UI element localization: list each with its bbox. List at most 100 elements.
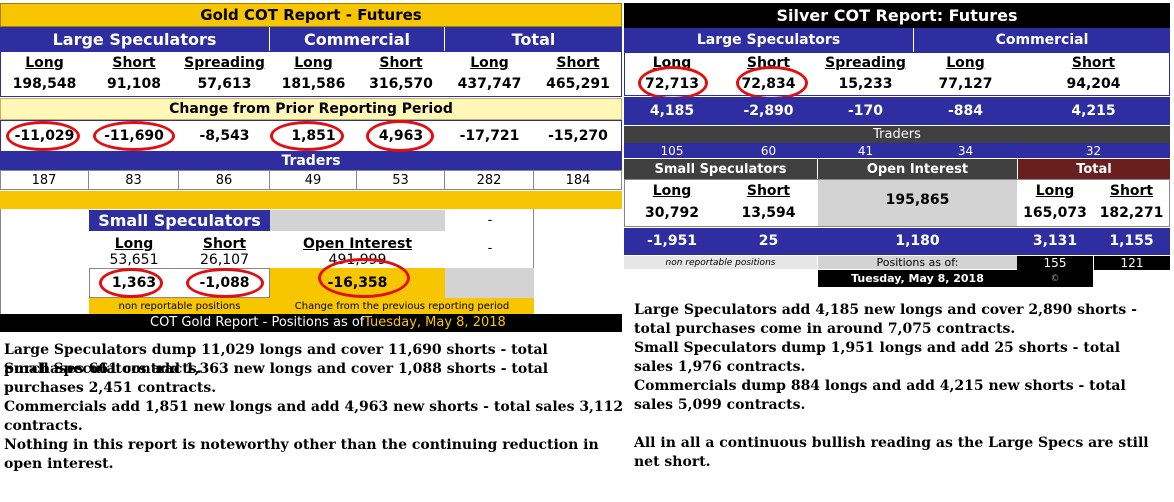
- gold-commentary-4: Nothing in this report is noteworthy oth…: [4, 437, 599, 472]
- silver-title: Silver COT Report: Futures: [624, 3, 1170, 28]
- gold-traders-value: 282: [445, 170, 534, 190]
- gold-group-commercial: Commercial: [270, 27, 444, 51]
- silver-lower-label: Short: [1109, 183, 1154, 199]
- silver-oi-title: Open Interest: [818, 159, 1017, 179]
- highlight-circle: [6, 121, 80, 151]
- silver-positions-block: [624, 52, 1170, 96]
- silver-commentary-2: Small Speculators dump 1,951 longs and a…: [634, 340, 1121, 375]
- gold-group-total: Total: [445, 27, 622, 51]
- silver-lower-change-value: -1,951: [646, 233, 698, 249]
- gold-small-long-value: 53,651: [109, 252, 159, 268]
- gold-gray-cell: [445, 268, 534, 298]
- silver-traders-value: 41: [857, 143, 874, 158]
- silver-copyright: ©: [1017, 270, 1093, 287]
- silver-col-label: Long: [946, 55, 985, 71]
- gold-traders-value: 49: [270, 170, 357, 190]
- silver-total-title: Total: [1018, 159, 1170, 179]
- silver-total-short-value: 182,271: [1099, 205, 1164, 221]
- silver-commentary-1: Large Speculators add 4,185 new longs an…: [634, 302, 1137, 337]
- silver-total-traders-value: 121: [1094, 256, 1170, 270]
- gold-commentary-3: Commercials add 1,851 new longs and add …: [4, 399, 624, 434]
- gold-col-label: Long: [25, 55, 64, 71]
- silver-group-commercial: Commercial: [914, 28, 1170, 52]
- gold-position-value: 316,570: [369, 76, 433, 92]
- gold-footer-label: COT Gold Report - Positions as of: [150, 315, 365, 330]
- gold-position-value: 198,548: [12, 76, 77, 92]
- gold-dash: -: [487, 212, 493, 228]
- silver-change-value: 4,215: [1071, 103, 1116, 119]
- gold-col-label: Short: [556, 55, 600, 71]
- gold-footer-date: Tuesday, May 8, 2018: [364, 315, 506, 330]
- silver-traders-row: [624, 143, 1170, 158]
- silver-change-value: -884: [947, 103, 984, 119]
- silver-total-traders-value: 155: [1017, 256, 1093, 270]
- gold-small-short-value: 26,107: [200, 252, 249, 268]
- silver-col-label: Short: [1071, 55, 1116, 71]
- silver-change-value: 4,185: [649, 103, 695, 119]
- silver-lower-label: Short: [746, 183, 791, 199]
- highlight-circle: [366, 120, 434, 152]
- highlight-circle: [270, 121, 344, 151]
- gold-footer: [0, 314, 622, 332]
- highlight-circle: [99, 268, 163, 298]
- gold-prevperiod-label: Change from the previous reporting perio…: [270, 298, 534, 314]
- silver-commentary-3: Commercials dump 884 longs and add 4,215…: [634, 378, 1126, 413]
- silver-oi-cell: [818, 180, 1017, 226]
- gold-positions-block: [0, 51, 622, 97]
- highlight-circle: [638, 66, 708, 100]
- gold-traders-title: Traders: [0, 152, 622, 170]
- silver-lower-label: Long: [652, 183, 692, 199]
- silver-lower-change-value: 1,155: [1109, 233, 1154, 249]
- gold-col-label: Short: [379, 55, 423, 71]
- silver-traders-value: 32: [1085, 143, 1102, 158]
- silver-position-value: 94,204: [1066, 76, 1121, 92]
- silver-date-row-left: [624, 270, 818, 287]
- gold-change-value: -17,721: [459, 128, 520, 144]
- silver-nonrep-label: non reportable positions: [624, 256, 817, 269]
- silver-traders-value: 105: [660, 143, 684, 158]
- gold-oi-label: Open Interest: [302, 236, 413, 252]
- silver-col-label: Spreading: [825, 55, 906, 71]
- gold-traders-value: 187: [0, 170, 89, 190]
- silver-total-long-value: 165,073: [1023, 205, 1087, 221]
- silver-traders-title: Traders: [624, 126, 1170, 143]
- silver-lower-changes-row: [624, 228, 1170, 255]
- silver-oi-value: 195,865: [885, 192, 950, 208]
- gold-separator-bar: [0, 191, 622, 209]
- gold-gray-header: [270, 210, 445, 231]
- gold-position-value: 181,586: [281, 76, 346, 92]
- gold-title: Gold COT Report - Futures: [0, 3, 622, 27]
- gold-traders-value: 86: [179, 170, 270, 190]
- highlight-circle: [318, 258, 410, 298]
- gold-col-label: Long: [294, 55, 333, 71]
- silver-positions-asof: Positions as of:: [818, 256, 1017, 269]
- silver-position-value: 15,233: [838, 76, 893, 92]
- gold-small-long-label: Long: [114, 236, 154, 252]
- gold-small-short-label: Short: [202, 236, 247, 252]
- gold-position-value: 57,613: [197, 76, 252, 92]
- silver-date: Tuesday, May 8, 2018: [818, 270, 1017, 287]
- gold-nonrep-label: non reportable positions: [89, 298, 270, 314]
- silver-change-value: -170: [847, 103, 884, 119]
- gold-traders-value: 53: [357, 170, 445, 190]
- gold-change-value: -8,543: [199, 128, 250, 144]
- gold-position-value: 91,108: [106, 76, 162, 92]
- silver-cot-table: Silver COT Report: Futures Large Specula…: [624, 0, 1174, 290]
- gold-change-value: -15,270: [548, 128, 608, 144]
- highlight-circle: [186, 268, 264, 298]
- gold-commentary-2: Small Speculators add 1,363 new longs an…: [4, 361, 549, 396]
- silver-small-spec-title: Small Speculators: [624, 159, 817, 179]
- gold-traders-value: 83: [89, 170, 179, 190]
- silver-traders-value: 34: [957, 143, 974, 158]
- silver-lower-change-value: 25: [758, 233, 779, 249]
- silver-changes-row: [624, 97, 1170, 125]
- silver-lower-change-value: 1,180: [895, 233, 940, 249]
- gold-commentary-1: Large Speculators dump 11,029 longs and …: [4, 342, 548, 377]
- silver-change-value: -2,890: [743, 103, 794, 119]
- silver-lower-label: Long: [1035, 183, 1075, 199]
- gold-group-large-speculators: Large Speculators: [0, 27, 269, 51]
- gold-col-label: Long: [470, 55, 509, 71]
- highlight-circle: [93, 121, 175, 151]
- silver-traders-value: 60: [760, 143, 777, 158]
- gold-traders-row: [0, 170, 622, 190]
